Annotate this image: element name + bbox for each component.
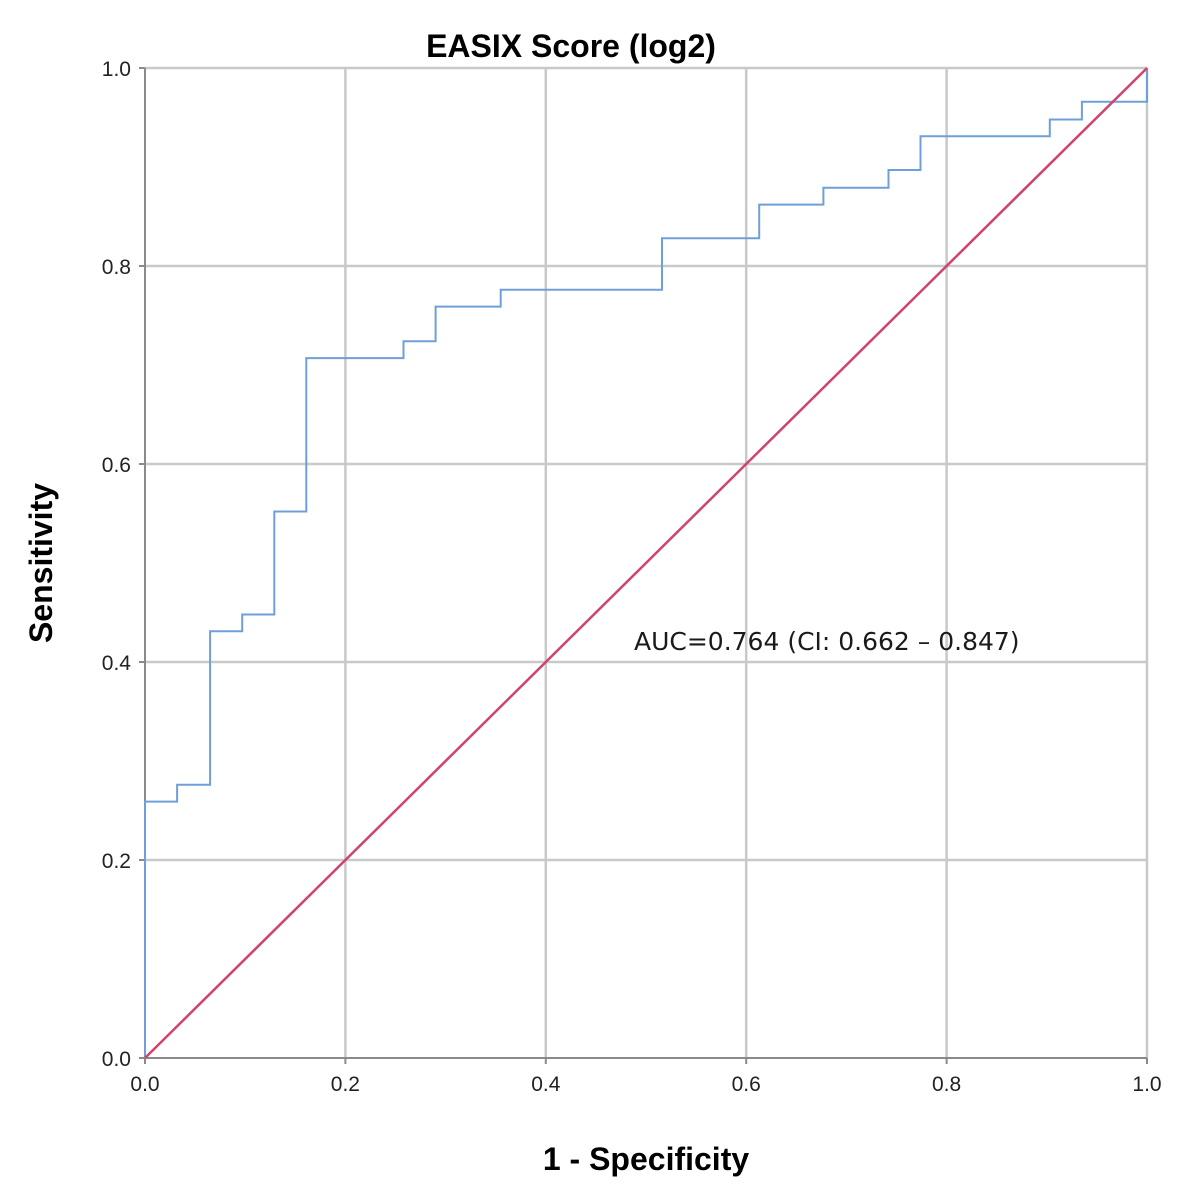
y-axis-label: Sensitivity bbox=[23, 483, 59, 643]
y-tick-label-3: 0.6 bbox=[102, 454, 131, 477]
x-tick-label-2: 0.4 bbox=[531, 1073, 561, 1096]
y-tick-label-0: 0.0 bbox=[102, 1048, 131, 1071]
reference-line bbox=[144, 67, 1148, 1059]
x-tick-label-4: 0.8 bbox=[932, 1073, 961, 1096]
x-tick-label-5: 1.0 bbox=[1132, 1073, 1161, 1096]
chart-title: EASIX Score (log2) bbox=[426, 28, 716, 64]
x-tick-label-0: 0.0 bbox=[130, 1073, 159, 1096]
roc-curve-line bbox=[144, 68, 1148, 1058]
y-tick-label-2: 0.4 bbox=[102, 652, 132, 675]
y-tick-label-4: 0.8 bbox=[102, 256, 131, 279]
auc-annotation: AUC=0.764 (CI: 0.662 – 0.847) bbox=[634, 627, 1020, 656]
series bbox=[144, 67, 1148, 1059]
x-tick-label-1: 0.2 bbox=[331, 1073, 360, 1096]
x-axis-label: 1 - Specificity bbox=[543, 1141, 750, 1177]
grid bbox=[145, 66, 1149, 1058]
y-tick-label-1: 0.2 bbox=[102, 850, 131, 873]
tick-labels: 0.0 0.2 0.4 0.6 0.8 1.0 0.0 0.2 0.4 0.6 0.8 1.0 bbox=[102, 58, 1162, 1096]
y-tick-label-5: 1.0 bbox=[102, 58, 131, 81]
x-tick-label-3: 0.6 bbox=[732, 1073, 761, 1096]
